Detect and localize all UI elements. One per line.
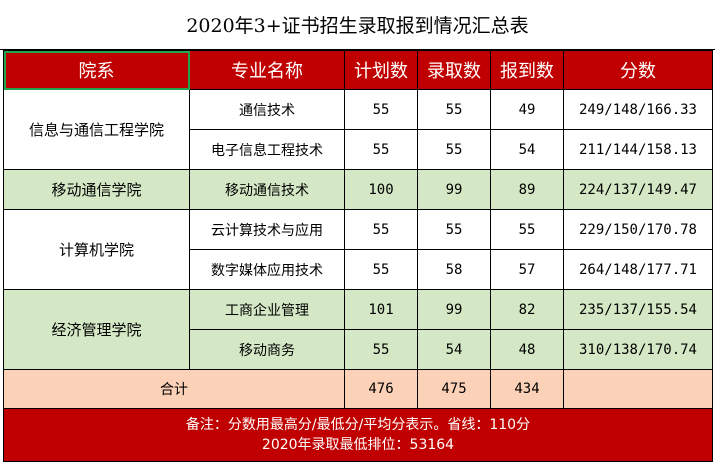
score-cell[interactable]: 211/144/158.13 xyxy=(563,129,713,170)
table-row: 信息与通信工程学院 通信技术 55 55 49 249/148/166.33 xyxy=(3,89,713,170)
admitted-cell[interactable]: 55 xyxy=(417,89,491,130)
table-row: 移动通信学院 移动通信技术 100 99 89 224/137/149.47 xyxy=(3,169,713,210)
total-reported[interactable]: 434 xyxy=(490,369,564,409)
header-reported[interactable]: 报到数 xyxy=(490,50,564,90)
major-cell[interactable]: 电子信息工程技术 xyxy=(189,129,345,170)
note-line-1: 备注：分数用最高分/最低分/平均分表示。省线：110分 xyxy=(185,417,531,433)
reported-cell[interactable]: 49 xyxy=(490,89,564,130)
major-cell[interactable]: 数字媒体应用技术 xyxy=(189,249,345,290)
college-cell[interactable]: 移动通信学院 xyxy=(3,169,190,210)
reported-cell[interactable]: 57 xyxy=(490,249,564,290)
major-cell[interactable]: 移动商务 xyxy=(189,329,345,370)
note-cell[interactable]: 备注：分数用最高分/最低分/平均分表示。省线：110分 2020年录取最低排位：… xyxy=(3,408,713,462)
table-row: 经济管理学院 工商企业管理 101 99 82 235/137/155.54 xyxy=(3,289,713,370)
admission-summary-table: 院系 专业名称 计划数 录取数 报到数 分数 信息与通信工程学院 通信技术 55… xyxy=(3,50,713,462)
header-score[interactable]: 分数 xyxy=(563,50,713,90)
reported-cell[interactable]: 82 xyxy=(490,289,564,330)
admitted-cell[interactable]: 55 xyxy=(417,129,491,170)
table-row: 数字媒体应用技术 55 58 57 264/148/177.71 xyxy=(4,249,713,290)
table-row: 移动商务 55 54 48 310/138/170.74 xyxy=(4,329,713,370)
score-cell[interactable]: 229/150/170.78 xyxy=(563,209,713,250)
plan-cell[interactable]: 55 xyxy=(344,249,418,290)
major-cell[interactable]: 通信技术 xyxy=(189,89,345,130)
note-line-2: 2020年录取最低排位：53164 xyxy=(261,437,455,453)
major-cell[interactable]: 云计算技术与应用 xyxy=(189,209,345,250)
note-row: 备注：分数用最高分/最低分/平均分表示。省线：110分 2020年录取最低排位：… xyxy=(3,408,713,462)
college-cell[interactable]: 经济管理学院 xyxy=(3,289,190,370)
table-row: 计算机学院 云计算技术与应用 55 55 55 229/150/170.78 xyxy=(3,209,713,290)
reported-cell[interactable]: 54 xyxy=(490,129,564,170)
total-label[interactable]: 合计 xyxy=(3,369,345,409)
admitted-cell[interactable]: 99 xyxy=(417,289,491,330)
college-cell[interactable]: 信息与通信工程学院 xyxy=(3,89,190,170)
header-major[interactable]: 专业名称 xyxy=(189,50,345,90)
college-cell[interactable]: 计算机学院 xyxy=(3,209,190,290)
total-score-empty[interactable] xyxy=(563,369,713,409)
score-cell[interactable]: 310/138/170.74 xyxy=(563,329,713,370)
plan-cell[interactable]: 55 xyxy=(344,129,418,170)
reported-cell[interactable]: 55 xyxy=(490,209,564,250)
score-cell[interactable]: 235/137/155.54 xyxy=(563,289,713,330)
table-row: 电子信息工程技术 55 55 54 211/144/158.13 xyxy=(4,129,713,170)
reported-cell[interactable]: 48 xyxy=(490,329,564,370)
admitted-cell[interactable]: 54 xyxy=(417,329,491,370)
plan-cell[interactable]: 55 xyxy=(344,329,418,370)
total-row: 合计 476 475 434 xyxy=(3,369,713,409)
header-college[interactable]: 院系 xyxy=(3,50,190,90)
header-plan[interactable]: 计划数 xyxy=(344,50,418,90)
major-cell[interactable]: 移动通信技术 xyxy=(189,169,345,210)
admitted-cell[interactable]: 99 xyxy=(417,169,491,210)
plan-cell[interactable]: 55 xyxy=(344,209,418,250)
table-title: 2020年3+证书招生录取报到情况汇总表 xyxy=(0,0,715,50)
total-admitted[interactable]: 475 xyxy=(417,369,491,409)
score-cell[interactable]: 224/137/149.47 xyxy=(563,169,713,210)
plan-cell[interactable]: 55 xyxy=(344,89,418,130)
major-cell[interactable]: 工商企业管理 xyxy=(189,289,345,330)
plan-cell[interactable]: 101 xyxy=(344,289,418,330)
reported-cell[interactable]: 89 xyxy=(490,169,564,210)
header-admitted[interactable]: 录取数 xyxy=(417,50,491,90)
header-row: 院系 专业名称 计划数 录取数 报到数 分数 xyxy=(3,50,713,90)
admitted-cell[interactable]: 58 xyxy=(417,249,491,290)
admitted-cell[interactable]: 55 xyxy=(417,209,491,250)
score-cell[interactable]: 249/148/166.33 xyxy=(563,89,713,130)
score-cell[interactable]: 264/148/177.71 xyxy=(563,249,713,290)
plan-cell[interactable]: 100 xyxy=(344,169,418,210)
total-plan[interactable]: 476 xyxy=(344,369,418,409)
